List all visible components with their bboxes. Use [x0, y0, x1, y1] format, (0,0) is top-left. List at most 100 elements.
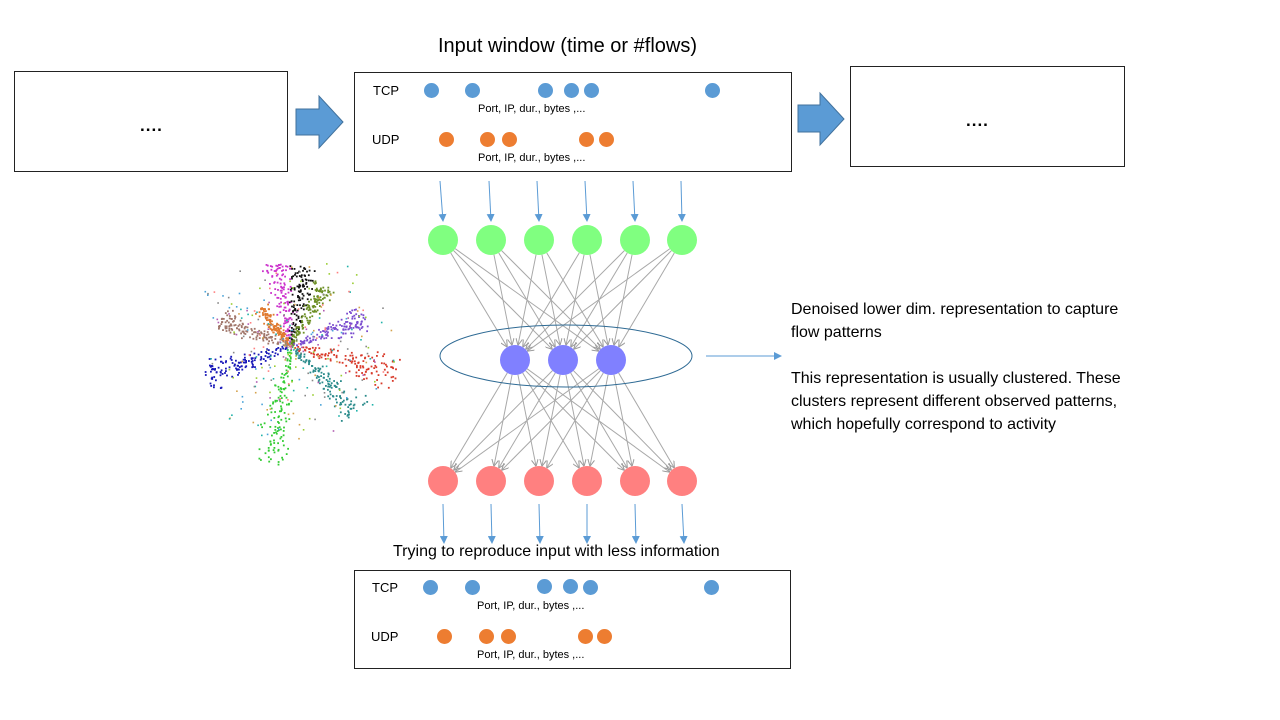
scatter-point: [319, 305, 321, 307]
scatter-point: [293, 336, 296, 338]
scatter-point: [291, 266, 293, 269]
scatter-point: [296, 285, 299, 288]
scatter-point: [342, 332, 345, 335]
scatter-point: [291, 345, 293, 348]
scatter-point: [293, 268, 296, 270]
scatter-point: [283, 282, 286, 285]
scatter-point: [276, 399, 278, 402]
tcp-flow-dot: [465, 580, 480, 595]
scatter-point: [321, 291, 323, 294]
scatter-point: [276, 313, 279, 316]
scatter-point: [228, 327, 231, 330]
scatter-point: [294, 347, 297, 349]
scatter-point: [328, 352, 330, 355]
scatter-point: [279, 267, 281, 269]
scatter-point: [344, 332, 347, 335]
scatter-point: [277, 461, 280, 463]
scatter-point: [277, 449, 280, 452]
scatter-point: [341, 391, 343, 394]
scatter-point: [277, 442, 279, 445]
scatter-point: [335, 395, 338, 397]
scatter-point: [314, 301, 317, 303]
scatter-point: [222, 318, 225, 320]
previous-window-ellipsis: ....: [140, 116, 163, 135]
scatter-point: [264, 313, 267, 315]
scatter-point: [348, 370, 351, 373]
scatter-point: [289, 357, 292, 360]
scatter-point: [390, 376, 393, 379]
scatter-point: [246, 329, 249, 331]
scatter-point: [300, 276, 303, 278]
scatter-point: [221, 373, 224, 375]
tcp-flow-dot: [538, 83, 553, 98]
scatter-point: [292, 339, 295, 341]
scatter-point: [295, 311, 298, 313]
scatter-point: [276, 430, 279, 432]
scatter-point: [365, 368, 368, 371]
scatter-point: [271, 320, 273, 323]
scatter-point: [262, 358, 265, 360]
scatter-point: [298, 354, 301, 357]
scatter-point: [262, 377, 265, 380]
scatter-point: [296, 272, 299, 274]
scatter-point: [215, 379, 217, 382]
input-window-box: TCP Port, IP, dur., bytes ,... UDP Port,…: [354, 72, 792, 172]
scatter-point: [289, 363, 292, 365]
scatter-point: [283, 302, 285, 305]
scatter-point: [318, 335, 321, 338]
scatter-point: [350, 322, 353, 325]
tcp-features-label: Port, IP, dur., bytes ,...: [478, 103, 586, 115]
scatter-point: [313, 295, 315, 298]
scatter-point: [287, 318, 290, 321]
scatter-point: [266, 270, 269, 273]
scatter-point: [274, 288, 277, 290]
scatter-point: [270, 324, 272, 326]
scatter-point: [274, 338, 277, 340]
tcp-flow-dot: [424, 83, 439, 98]
scatter-point: [296, 333, 299, 336]
scatter-point: [225, 370, 227, 372]
scatter-point: [318, 378, 321, 381]
scatter-point: [355, 308, 357, 311]
udp-flow-dot: [480, 132, 495, 147]
scatter-point: [287, 370, 289, 373]
scatter-point: [279, 289, 282, 292]
scatter-point: [285, 357, 287, 359]
scatter-point: [277, 297, 280, 299]
scatter-point: [244, 356, 246, 359]
scatter-point: [305, 337, 308, 339]
scatter-point: [299, 320, 302, 322]
scatter-point: [279, 341, 281, 343]
scatter-point: [291, 267, 293, 270]
scatter-point: [281, 274, 284, 277]
scatter-point: [306, 285, 309, 288]
scatter-point: [220, 323, 223, 325]
scatter-point: [278, 415, 280, 418]
scatter-point: [309, 337, 311, 340]
scatter-point: [273, 439, 275, 442]
scatter-point: [297, 299, 300, 302]
scatter-point: [271, 323, 274, 326]
scatter-point: [266, 433, 269, 436]
scatter-point: [279, 387, 282, 389]
scatter-point: [230, 318, 233, 320]
scatter-point: [295, 275, 298, 278]
scatter-point: [283, 314, 285, 316]
scatter-point: [272, 378, 275, 380]
scatter-point: [360, 339, 362, 341]
scatter-point: [291, 277, 293, 280]
scatter-point: [290, 400, 293, 403]
scatter-point: [256, 334, 259, 337]
scatter-point: [282, 347, 284, 350]
scatter-point: [365, 316, 367, 319]
scatter-point: [226, 314, 229, 317]
scatter-point: [298, 423, 301, 426]
scatter-point: [267, 323, 270, 325]
scatter-point: [262, 312, 264, 314]
scatter-point: [283, 283, 286, 286]
network-edge: [502, 370, 601, 470]
udp-features-label: Port, IP, dur., bytes ,...: [477, 649, 585, 661]
scatter-point: [287, 399, 289, 401]
scatter-point: [286, 375, 289, 378]
scatter-point: [295, 350, 297, 353]
